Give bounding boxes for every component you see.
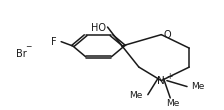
Text: Br: Br <box>16 49 26 59</box>
Text: N: N <box>157 76 165 86</box>
Text: Me: Me <box>166 99 179 108</box>
Text: Me: Me <box>192 82 205 91</box>
Text: Me: Me <box>129 91 142 100</box>
Text: O: O <box>164 30 171 40</box>
Text: +: + <box>166 72 172 81</box>
Text: −: − <box>25 42 31 51</box>
Text: HO: HO <box>91 23 106 33</box>
Text: F: F <box>52 37 57 47</box>
